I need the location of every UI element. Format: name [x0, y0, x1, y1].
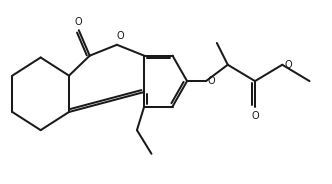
Text: O: O	[75, 17, 83, 27]
Text: O: O	[284, 60, 292, 70]
Text: O: O	[116, 31, 124, 41]
Text: O: O	[208, 76, 215, 86]
Text: O: O	[251, 111, 259, 121]
